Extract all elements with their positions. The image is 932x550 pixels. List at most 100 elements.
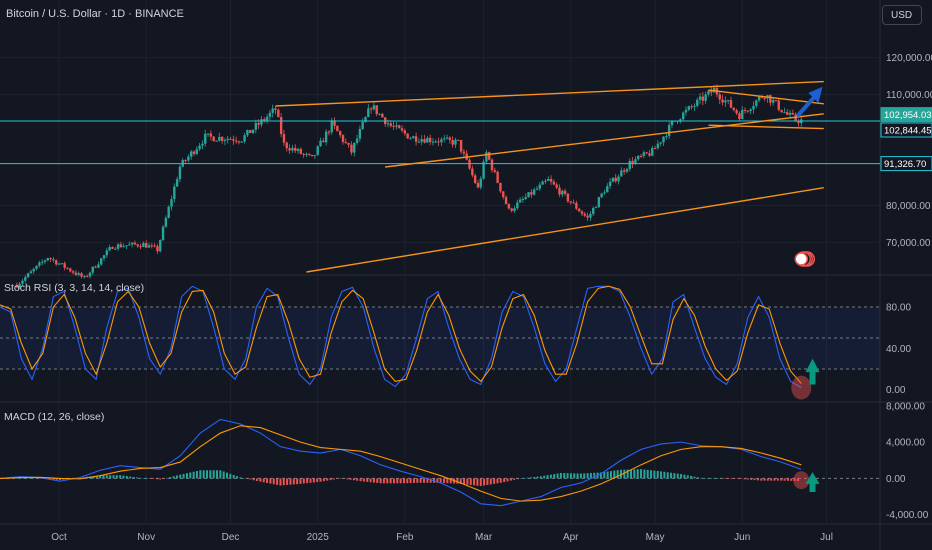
candle-body [223,140,227,142]
macd-histogram-bar [700,477,703,479]
macd-histogram-bar [132,476,135,479]
candle-body [274,108,277,110]
chart-title: Bitcoin / U.S. Dollar · 1D · BINANCE [6,8,184,20]
macd-histogram-bar [479,478,482,487]
candle-body [521,198,525,200]
up-arrow-head-icon [808,86,823,103]
macd-histogram-bar [660,471,663,479]
candle-body [653,148,657,150]
candle-body [701,96,705,101]
macd-histogram-bar [39,478,42,479]
candle-body [431,141,435,143]
candle-body [797,120,800,124]
macd-histogram-bar [746,478,749,480]
candle-body [29,271,33,274]
macd-histogram-bar [569,473,572,479]
macd-tick-label: -4,000.00 [886,510,929,521]
macd-histogram-bar [109,475,112,479]
candle-body [85,276,89,278]
candle-body [490,159,494,171]
candle-body [77,273,80,275]
macd-histogram-bar [269,478,272,484]
trendline [708,124,824,130]
macd-histogram-bar [392,478,395,484]
macd-histogram-bar [95,475,98,479]
candle-body [507,204,511,209]
candle-body [251,129,255,134]
macd-histogram-bar [579,473,582,479]
candle-body [178,166,182,180]
macd-histogram-bar [606,471,609,479]
x-tick-label: Jun [734,532,750,543]
macd-histogram-bar [609,471,612,479]
macd-histogram-bar [663,471,666,479]
macd-histogram-bar [539,476,542,479]
candle-body [544,180,547,182]
macd-histogram-bar [630,469,633,479]
candle-body [414,136,418,142]
macd-histogram-bar [670,472,673,479]
trendline [275,80,824,107]
macd-histogram-bar [296,478,299,485]
currency-button[interactable]: USD [882,5,922,25]
macd-histogram-bar [369,478,372,483]
candle-body [757,96,761,101]
candle-body [94,266,97,268]
macd-tick-label: 0.00 [886,474,906,485]
candle-body [246,129,249,136]
macd-histogram-bar [372,478,375,483]
macd-histogram-bar [486,478,489,485]
macd-histogram-bar [145,478,148,479]
candle-body [420,139,423,142]
macd-histogram-bar [750,478,753,480]
macd-histogram-bar [256,478,259,481]
macd-histogram-bar [499,478,502,483]
candle-body [212,136,215,142]
candle-body [63,263,66,268]
candle-body [55,260,58,265]
axes: Oct Nov Dec 2025 Feb Mar Apr May Jun Jul 120,000.0… [51,53,932,543]
candle-body [164,217,168,227]
candle-body [336,125,339,132]
macd-histogram-bar [119,475,122,479]
macd-histogram-bar [172,476,175,479]
macd-histogram-bar [15,477,18,479]
macd-histogram-bar [780,478,783,481]
macd-histogram-bar [262,478,265,483]
candle-body [226,138,229,141]
macd-histogram-bar [322,478,325,482]
macd-pane[interactable] [0,418,880,507]
macd-histogram-bar [219,470,222,479]
candle-body [355,138,359,143]
candle-body [634,159,637,165]
candle-body [119,244,123,248]
macd-histogram-bar [756,478,759,481]
macd-histogram-bar [776,478,779,481]
macd-histogram-bar [382,478,385,484]
stoch-rsi-pane[interactable] [0,285,880,400]
candle-body [628,160,631,169]
macd-histogram-bar [493,478,496,484]
macd-histogram-bar [239,477,242,479]
candle-body [260,119,263,125]
candle-body [535,188,539,190]
candle-body [513,208,516,211]
candle-body [670,121,674,126]
macd-histogram-bar [135,477,138,479]
price-pane[interactable] [0,80,880,289]
macd-histogram-bar [349,478,352,480]
macd-histogram-bar [559,472,562,479]
macd-histogram-bar [286,478,289,485]
x-tick-label: Feb [396,532,414,543]
candle-body [642,152,646,156]
candle-body [150,245,154,247]
candle-body [440,139,443,143]
candle-body [755,100,758,106]
candle-body [555,184,558,188]
macd-histogram-bar [586,473,589,479]
macd-histogram-bar [463,478,466,485]
price-tick-label: 120,000.00 [886,53,932,64]
candle-body [485,152,488,162]
